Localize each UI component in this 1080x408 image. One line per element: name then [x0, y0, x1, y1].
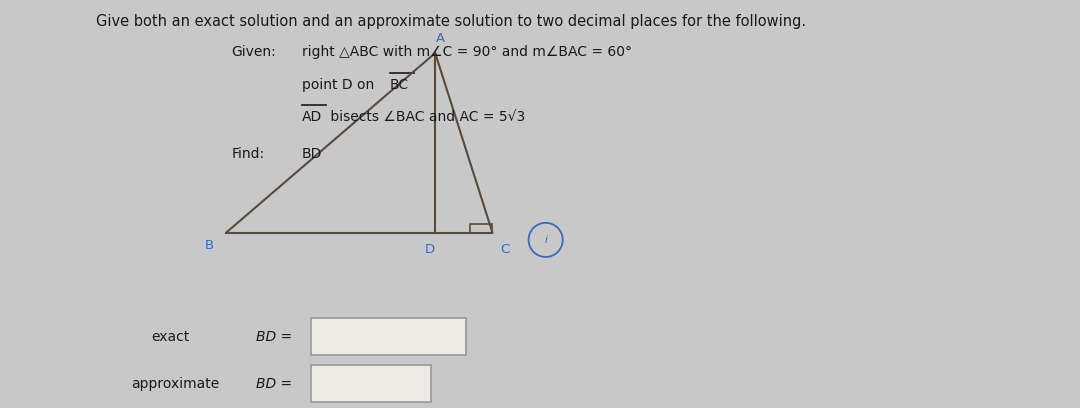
Text: D: D — [426, 243, 435, 256]
Text: BD =: BD = — [256, 377, 293, 390]
Text: bisects ∠BAC and AC = 5√3: bisects ∠BAC and AC = 5√3 — [326, 110, 525, 124]
Text: C: C — [500, 243, 510, 256]
Text: BD =: BD = — [256, 330, 293, 344]
Text: approximate: approximate — [131, 377, 219, 390]
Text: Give both an exact solution and an approximate solution to two decimal places fo: Give both an exact solution and an appro… — [96, 14, 806, 29]
Text: Find:: Find: — [231, 147, 265, 161]
Text: exact: exact — [151, 330, 189, 344]
Bar — [311, 365, 431, 402]
Text: B: B — [205, 239, 214, 252]
Text: A: A — [435, 32, 445, 45]
Text: Given:: Given: — [231, 45, 276, 59]
Text: AD: AD — [301, 110, 322, 124]
Text: point D on: point D on — [301, 78, 378, 91]
Text: i: i — [544, 235, 548, 245]
Text: BD: BD — [301, 147, 322, 161]
Text: BC: BC — [390, 78, 409, 91]
Bar — [311, 318, 467, 355]
Text: right △ABC with m∠C = 90° and m∠BAC = 60°: right △ABC with m∠C = 90° and m∠BAC = 60… — [301, 45, 632, 59]
